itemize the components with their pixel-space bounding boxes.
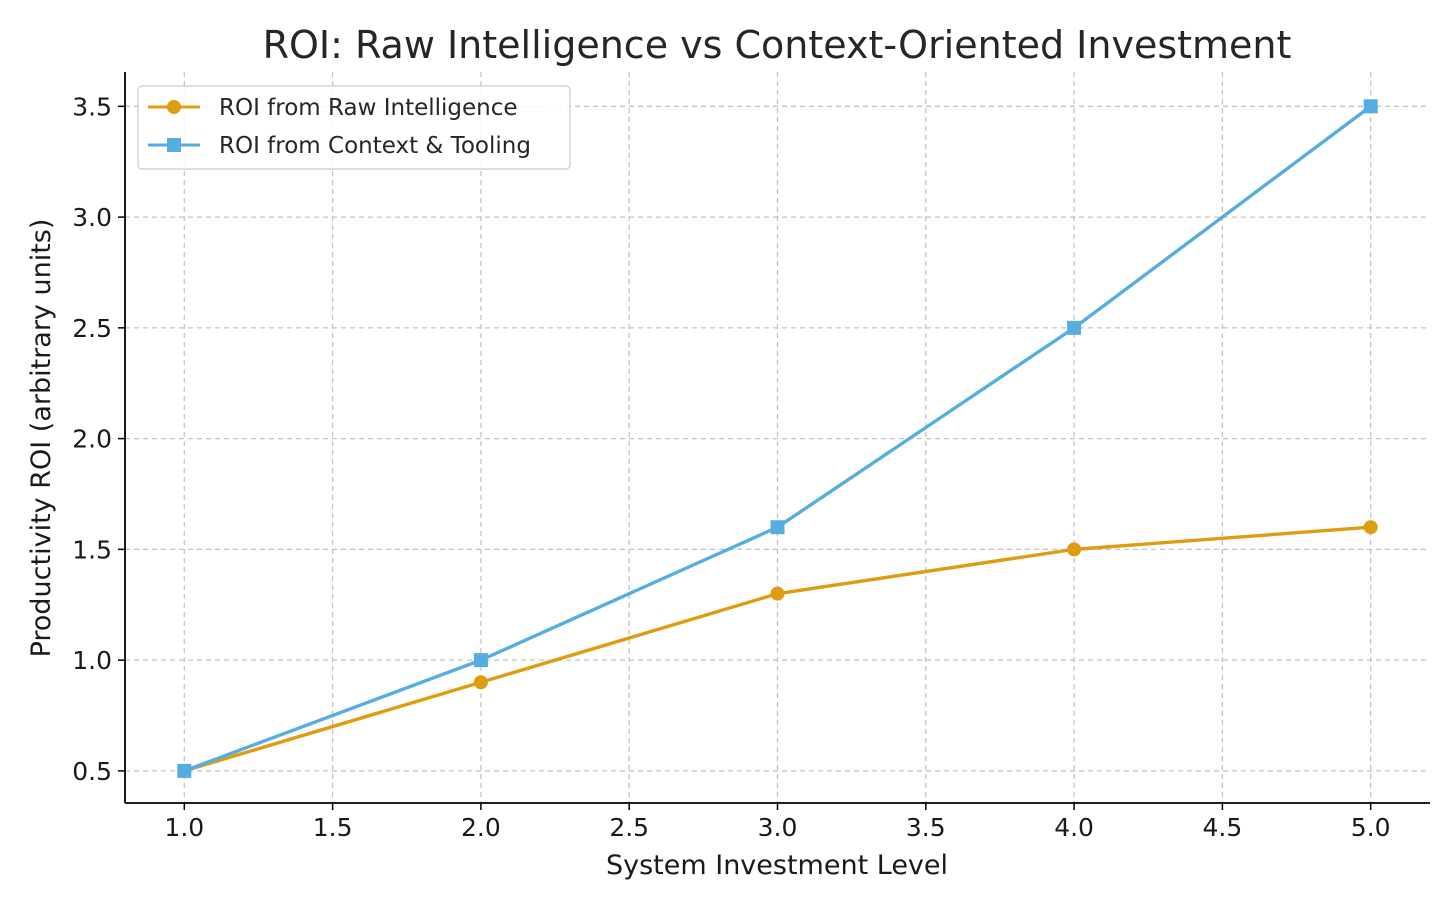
y-axis-label: Productivity ROI (arbitrary units) [26, 219, 57, 658]
data-point-raw-intelligence [473, 675, 488, 690]
legend-label-context-tooling: ROI from Context & Tooling [219, 133, 531, 159]
data-point-raw-intelligence [770, 586, 785, 601]
x-axis-label: System Investment Level [606, 850, 948, 881]
x-tick-label: 2.0 [461, 813, 501, 842]
x-tick-label: 1.5 [313, 813, 353, 842]
y-tick-label: 2.0 [72, 425, 112, 454]
x-tick-label: 3.0 [758, 813, 798, 842]
legend: ROI from Raw Intelligence ROI from Conte… [137, 85, 571, 170]
series-layer [177, 99, 1378, 778]
y-tick-label: 3.0 [72, 203, 112, 232]
y-tick-label: 1.0 [72, 646, 112, 675]
x-tick-label: 3.5 [906, 813, 946, 842]
grid [125, 72, 1430, 803]
y-tick-label: 1.5 [72, 535, 112, 564]
x-tick-label: 1.0 [164, 813, 204, 842]
y-tick-label: 0.5 [72, 757, 112, 786]
x-tick-label: 4.0 [1054, 813, 1094, 842]
legend-entry-raw-intelligence: ROI from Raw Intelligence [148, 95, 518, 121]
legend-marker-square [167, 138, 181, 152]
y-tick-label: 2.5 [72, 314, 112, 343]
x-tick-label: 5.0 [1351, 813, 1391, 842]
data-point-raw-intelligence [1067, 542, 1082, 557]
data-point-context-tooling [1363, 99, 1378, 114]
ticks: 1.0 1.5 2.0 2.5 3.0 3.5 4.0 4.5 5.0 0.5 1.0 1.5 2.0 2… [72, 92, 1390, 842]
x-tick-label: 2.5 [609, 813, 649, 842]
x-tick-label: 4.5 [1203, 813, 1243, 842]
data-point-context-tooling [1067, 320, 1082, 335]
data-point-context-tooling [177, 763, 192, 778]
data-point-context-tooling [473, 653, 488, 668]
legend-entry-context-tooling: ROI from Context & Tooling [148, 133, 531, 159]
y-tick-label: 3.5 [72, 92, 112, 121]
data-point-raw-intelligence [1363, 520, 1378, 535]
legend-marker-circle [167, 100, 181, 114]
chart-title: ROI: Raw Intelligence vs Context-Oriente… [263, 23, 1292, 67]
legend-frame [137, 85, 571, 170]
legend-label-raw-intelligence: ROI from Raw Intelligence [219, 95, 518, 121]
data-point-context-tooling [770, 520, 785, 535]
